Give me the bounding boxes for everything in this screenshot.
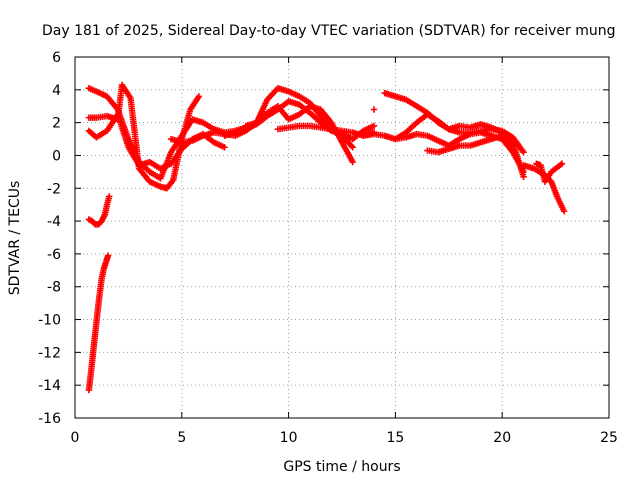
data-point [560,208,568,215]
y-tick-label: -16 [38,411,61,427]
y-tick-label: -14 [38,378,61,394]
y-tick-label: 0 [52,148,61,164]
chart-title: Day 181 of 2025, Sidereal Day-to-day VTE… [42,23,616,39]
series-early-low-arc [85,193,113,228]
series-arc-m [533,160,566,185]
data-point [520,148,527,156]
y-tick-label: -6 [47,247,61,263]
x-tick-label: 0 [71,430,80,446]
x-tick-label: 25 [600,430,618,446]
data-point [558,160,566,167]
x-tick-label: 20 [493,430,511,446]
y-tick-label: -2 [47,181,61,197]
x-tick-label: 15 [386,430,404,446]
series-arc-b [85,81,203,192]
x-tick-label: 5 [177,430,186,446]
y-axis-label: SDTVAR / TECUs [7,181,23,296]
series-arc-k [424,132,527,180]
data-point [370,106,378,113]
data-point [370,122,378,130]
data-point [520,173,527,180]
x-axis-label: GPS time / hours [283,459,400,475]
series-isolated-point [370,106,378,113]
data-point [104,252,112,259]
data-point [105,193,113,200]
y-tick-label: -8 [47,280,61,296]
series-arc-c [85,111,228,172]
data-points [85,81,568,394]
x-tick-label: 10 [280,430,298,446]
data-point [221,144,228,151]
y-tick-label: 6 [52,50,61,66]
data-point [349,158,356,166]
grid-lines [75,57,609,418]
data-point [195,93,203,100]
y-tick-label: 2 [52,116,61,132]
y-tick-label: -4 [47,214,61,230]
data-point [349,144,356,151]
y-tick-label: -12 [38,345,61,361]
series-early-steep-arc [85,252,112,394]
plot-frame [74,56,610,419]
y-tick-label: -10 [38,313,61,329]
y-tick-label: 4 [52,83,61,99]
